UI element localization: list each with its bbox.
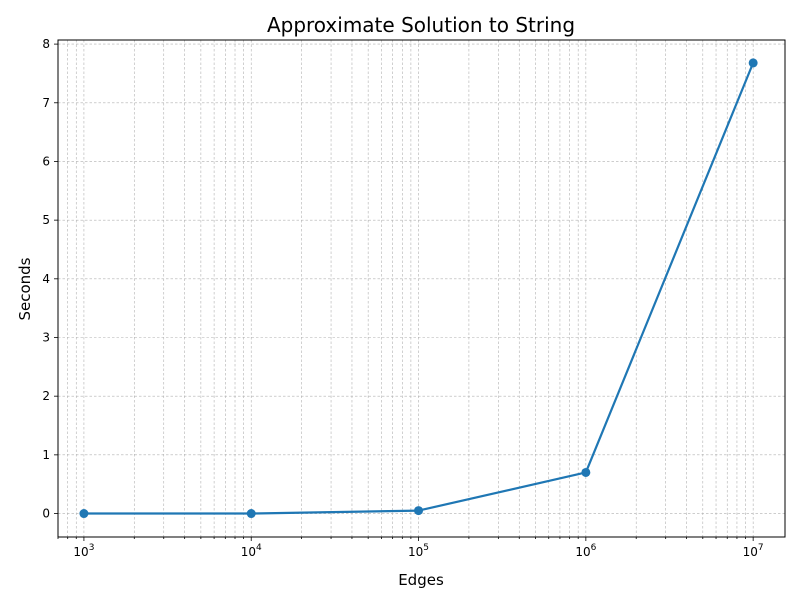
y-axis-label: Seconds [16, 257, 34, 320]
grid [57, 40, 785, 537]
chart-title: Approximate Solution to String [267, 13, 575, 37]
axis-ticks: 103 104 105 106 107 0 1 2 3 4 5 6 7 8 [42, 37, 763, 559]
data-point [581, 467, 591, 477]
plot-frame [57, 39, 786, 538]
y-tick-label: 4 [42, 272, 50, 286]
y-tick-label: 3 [42, 330, 50, 344]
x-tick-label: 104 [241, 543, 262, 559]
x-tick-label: 103 [73, 543, 94, 559]
y-tick-label: 8 [42, 37, 50, 51]
y-tick-label: 2 [42, 389, 50, 403]
x-tick-label: 107 [743, 543, 764, 559]
x-tick-label: 105 [408, 543, 429, 559]
y-tick-label: 6 [42, 154, 50, 168]
data-point [79, 509, 89, 519]
data-point [246, 509, 256, 519]
x-axis-label: Edges [398, 571, 444, 589]
data-point [748, 58, 758, 68]
x-tick-label: 106 [575, 543, 596, 559]
y-tick-label: 5 [42, 213, 50, 227]
data-point [414, 506, 424, 516]
y-tick-label: 0 [42, 507, 50, 521]
y-tick-label: 1 [42, 448, 50, 462]
y-tick-label: 7 [42, 96, 50, 110]
series-layer [79, 58, 758, 519]
